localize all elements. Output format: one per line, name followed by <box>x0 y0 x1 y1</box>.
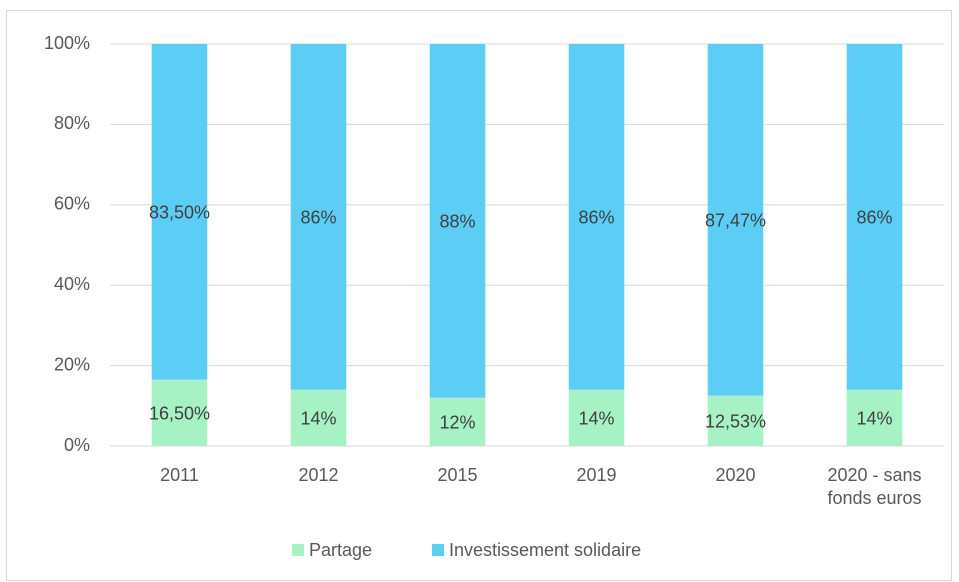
bar-segment <box>568 44 625 390</box>
x-tick-label: 2015 <box>437 465 478 485</box>
legend-label: Partage <box>309 540 372 560</box>
bar-segment <box>290 44 347 390</box>
x-tick-label: 2020 - sans fonds euros <box>827 465 922 508</box>
bar-segment <box>151 44 208 380</box>
data-label: 88% <box>439 212 475 232</box>
data-label: 87,47% <box>705 211 766 231</box>
bar-segment <box>429 397 486 446</box>
data-label: 16,50% <box>149 404 210 424</box>
data-label: 14% <box>300 409 336 429</box>
bar-segment <box>846 389 903 446</box>
data-label: 14% <box>578 409 614 429</box>
y-tick-label: 80% <box>54 113 90 133</box>
data-label: 12% <box>439 413 475 433</box>
bar-segment <box>568 389 625 446</box>
legend-label: Investissement solidaire <box>449 540 641 560</box>
data-label: 86% <box>856 208 892 228</box>
x-tick-label: 2020 <box>715 465 756 485</box>
data-label: 86% <box>578 208 614 228</box>
data-label: 83,50% <box>149 203 210 223</box>
y-tick-label: 100% <box>44 33 90 53</box>
bar-segment <box>151 379 208 446</box>
bar-segment <box>707 44 764 396</box>
x-tick-label: 2011 <box>160 465 199 485</box>
y-tick-label: 0% <box>64 435 90 455</box>
y-tick-label: 40% <box>54 274 90 294</box>
bar-segment <box>846 44 903 390</box>
bar-segment <box>707 395 764 446</box>
bar-segment <box>429 44 486 398</box>
y-tick-label: 20% <box>54 354 90 374</box>
y-tick-label: 60% <box>54 194 90 214</box>
data-label: 14% <box>856 409 892 429</box>
legend-swatch <box>432 544 444 556</box>
x-tick-label: 2019 <box>576 465 617 485</box>
data-label: 86% <box>300 208 336 228</box>
legend-swatch <box>292 544 304 556</box>
data-label: 12,53% <box>705 412 766 432</box>
bar-segment <box>290 389 347 446</box>
x-tick-label: 2012 <box>298 465 339 485</box>
